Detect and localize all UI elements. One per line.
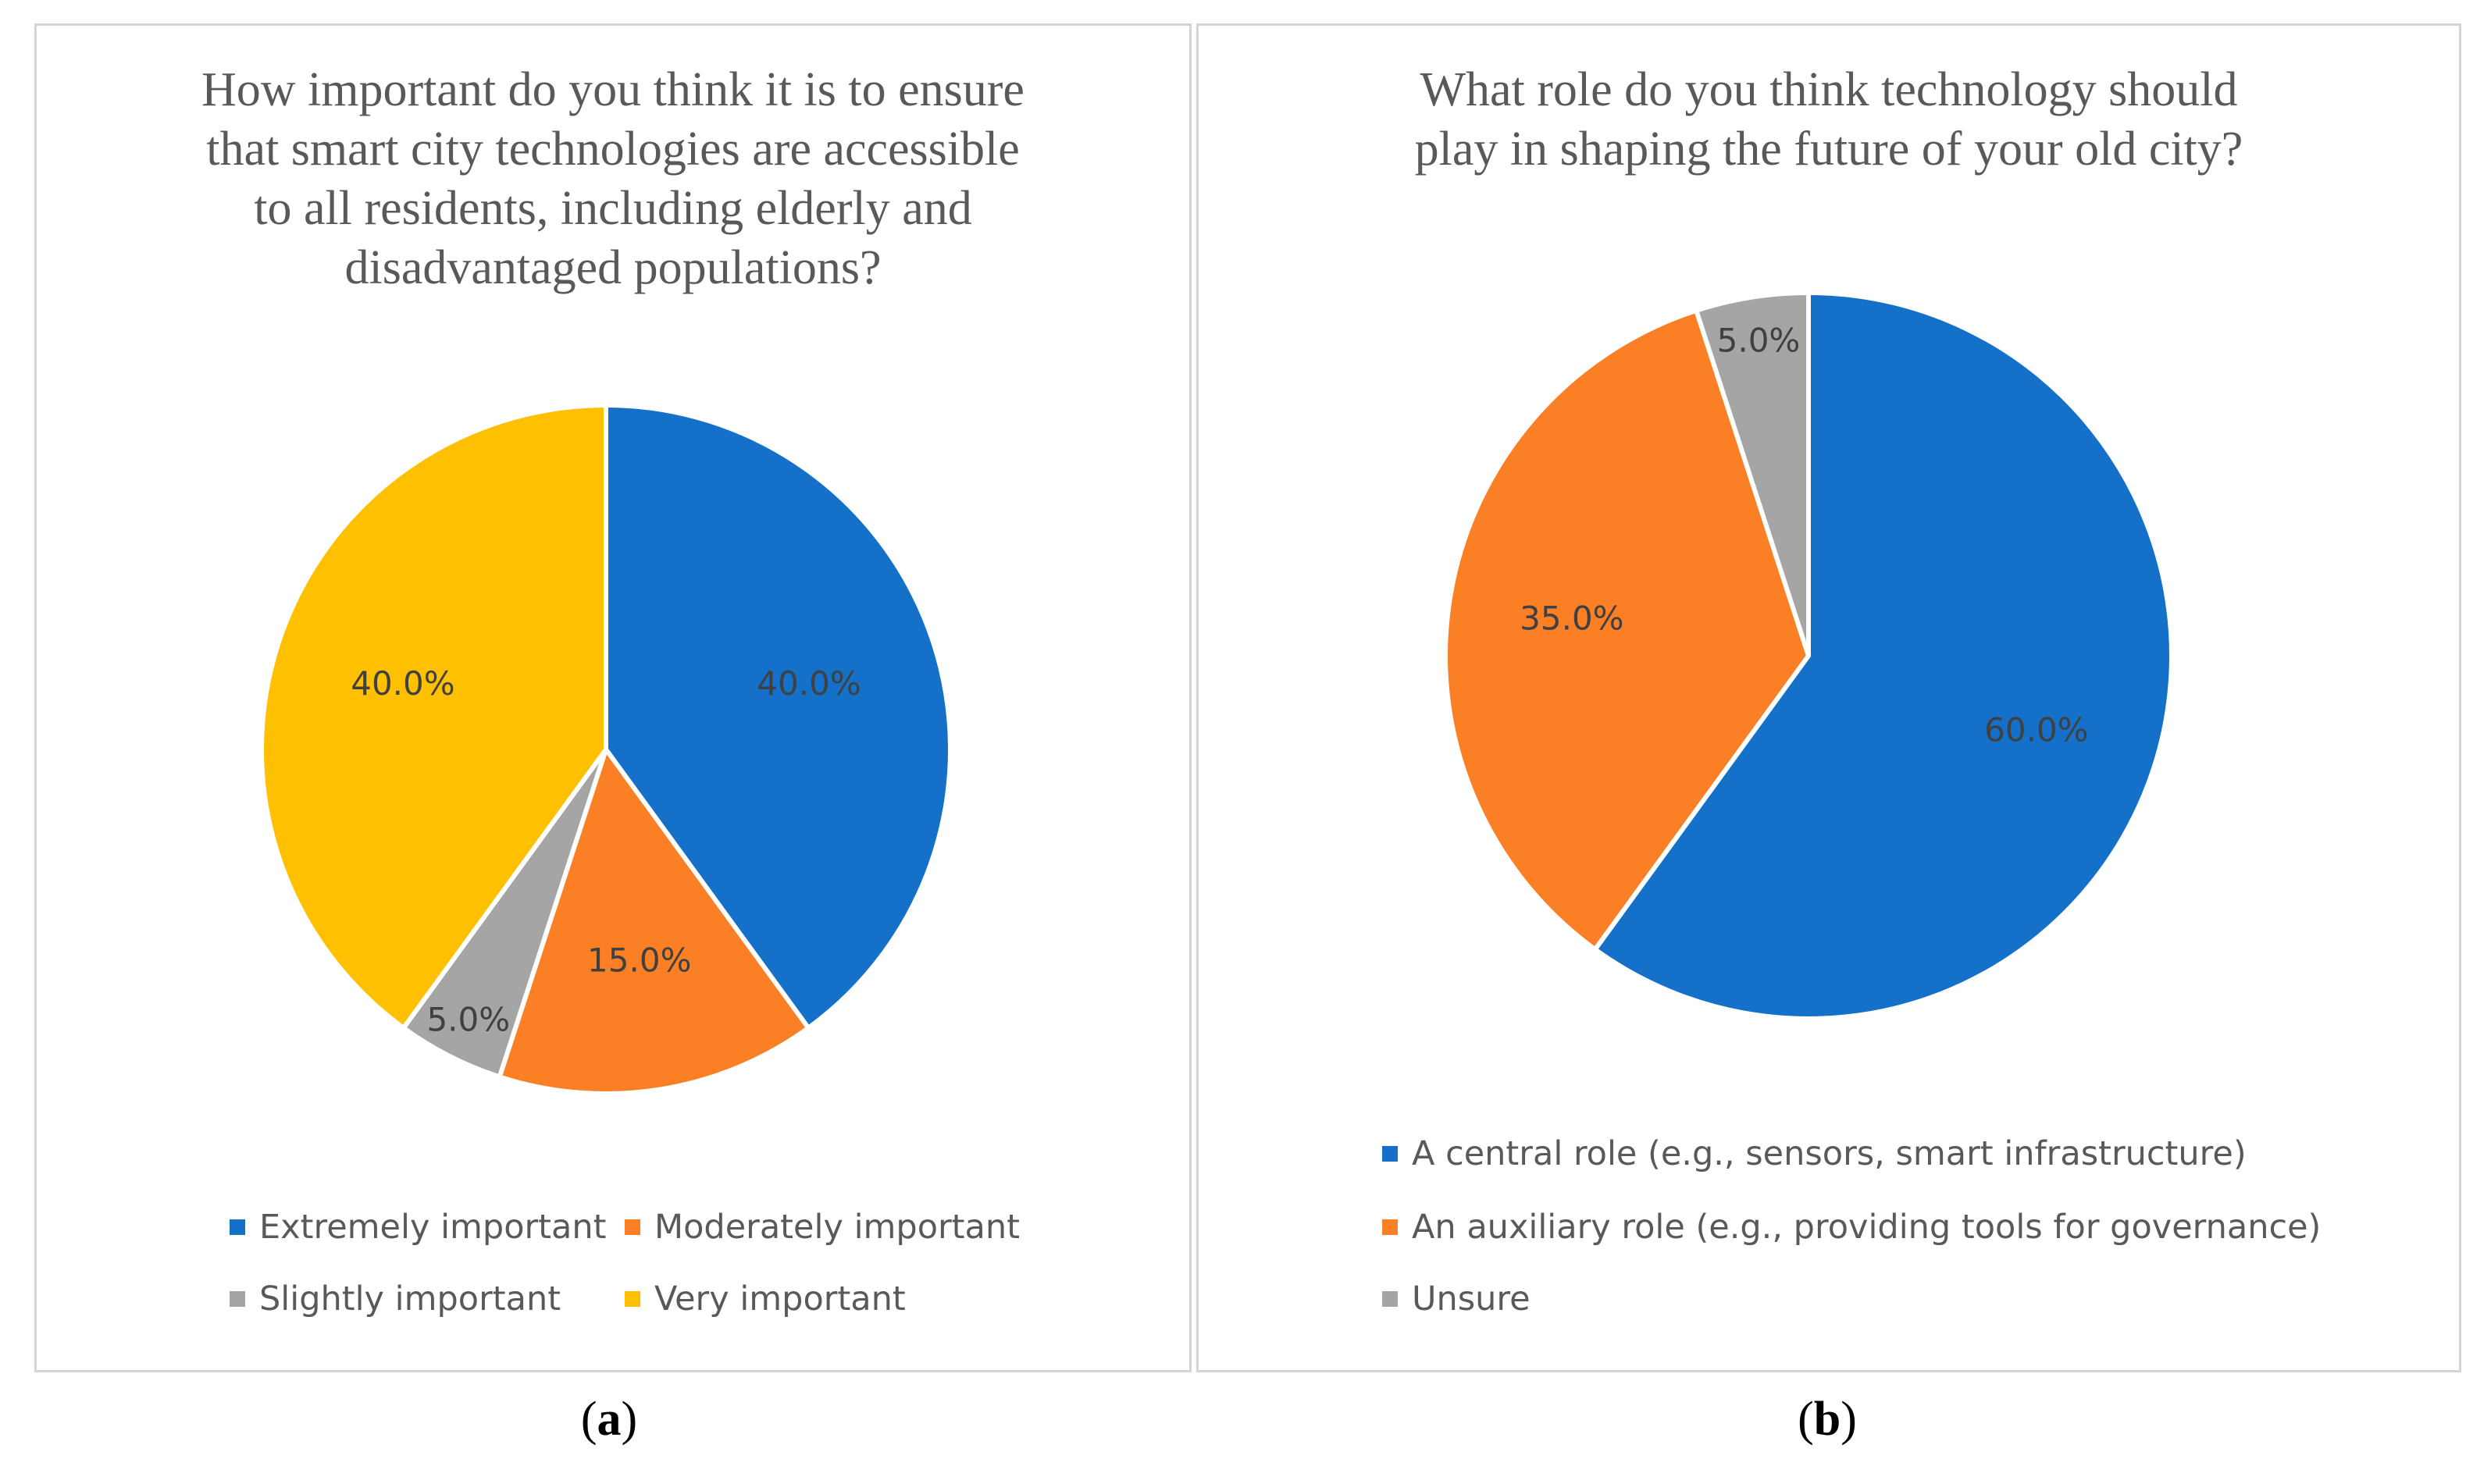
- pie-slice[interactable]: [604, 403, 953, 1030]
- legend-swatch: [1382, 1291, 1398, 1307]
- legend-item[interactable]: Unsure: [1382, 1279, 1531, 1319]
- pie-data-label: 40.0%: [757, 664, 861, 703]
- pie-slice[interactable]: [1694, 290, 1811, 658]
- chart-title-a-line: disadvantaged populations?: [344, 241, 882, 294]
- chart-panel-a: How important do you think it is to ensu…: [34, 23, 1192, 1372]
- legend-label: Very important: [654, 1279, 906, 1319]
- chart-title-a-line: How important do you think it is to ensu…: [201, 63, 1025, 116]
- legend-swatch: [1382, 1219, 1398, 1235]
- legend-swatch: [625, 1291, 640, 1307]
- chart-title-b: What role do you think technology should…: [1199, 60, 2459, 179]
- pie-data-label: 5.0%: [1717, 321, 1801, 359]
- chart-title-b-line: play in shaping the future of your old c…: [1414, 123, 2243, 176]
- pie-data-label: 35.0%: [1520, 599, 1623, 637]
- pie-slice[interactable]: [1592, 290, 2174, 1021]
- pie-slice[interactable]: [497, 747, 811, 1097]
- legend-swatch: [625, 1219, 640, 1235]
- caption-a-letter: a: [597, 1393, 622, 1446]
- legend-item[interactable]: Slightly important: [230, 1279, 561, 1319]
- legend-label: An auxiliary role (e.g., providing tools…: [1412, 1208, 2322, 1247]
- chart-title-a-line: that smart city technologies are accessi…: [206, 123, 1020, 176]
- legend-item[interactable]: Moderately important: [625, 1208, 1020, 1247]
- legend-label: A central role (e.g., sensors, smart inf…: [1412, 1134, 2247, 1173]
- legend-label: Moderately important: [654, 1208, 1021, 1247]
- caption-a: (a): [580, 1393, 638, 1446]
- legend-item[interactable]: A central role (e.g., sensors, smart inf…: [1382, 1134, 2247, 1173]
- legend-swatch: [1382, 1146, 1398, 1162]
- pie-data-label: 5.0%: [426, 1000, 510, 1038]
- legend-item[interactable]: Extremely important: [230, 1208, 607, 1247]
- caption-b-letter: b: [1813, 1393, 1841, 1446]
- chart-title-b-line: What role do you think technology should: [1420, 63, 2238, 116]
- legend-swatch: [230, 1291, 245, 1307]
- pie-slice[interactable]: [1443, 308, 1811, 952]
- chart-title-a-line: to all residents, including elderly and: [254, 182, 972, 235]
- legend-item[interactable]: An auxiliary role (e.g., providing tools…: [1382, 1208, 2321, 1247]
- caption-b: (b): [1798, 1393, 1857, 1446]
- legend-label: Unsure: [1412, 1279, 1531, 1319]
- legend-label: Extremely important: [259, 1208, 607, 1247]
- pie-data-label: 15.0%: [587, 941, 691, 980]
- pie-data-label: 40.0%: [351, 664, 454, 703]
- legend-b: A central role (e.g., sensors, smart inf…: [1199, 26, 2459, 1370]
- legend-a: Extremely important Moderately important…: [37, 26, 1189, 1370]
- legend-label: Slightly important: [259, 1279, 561, 1319]
- legend-swatch: [230, 1219, 245, 1235]
- pie-slice[interactable]: [258, 403, 608, 1030]
- chart-title-a: How important do you think it is to ensu…: [37, 60, 1189, 297]
- pie-data-label: 60.0%: [1984, 710, 2088, 749]
- legend-item[interactable]: Very important: [625, 1279, 906, 1319]
